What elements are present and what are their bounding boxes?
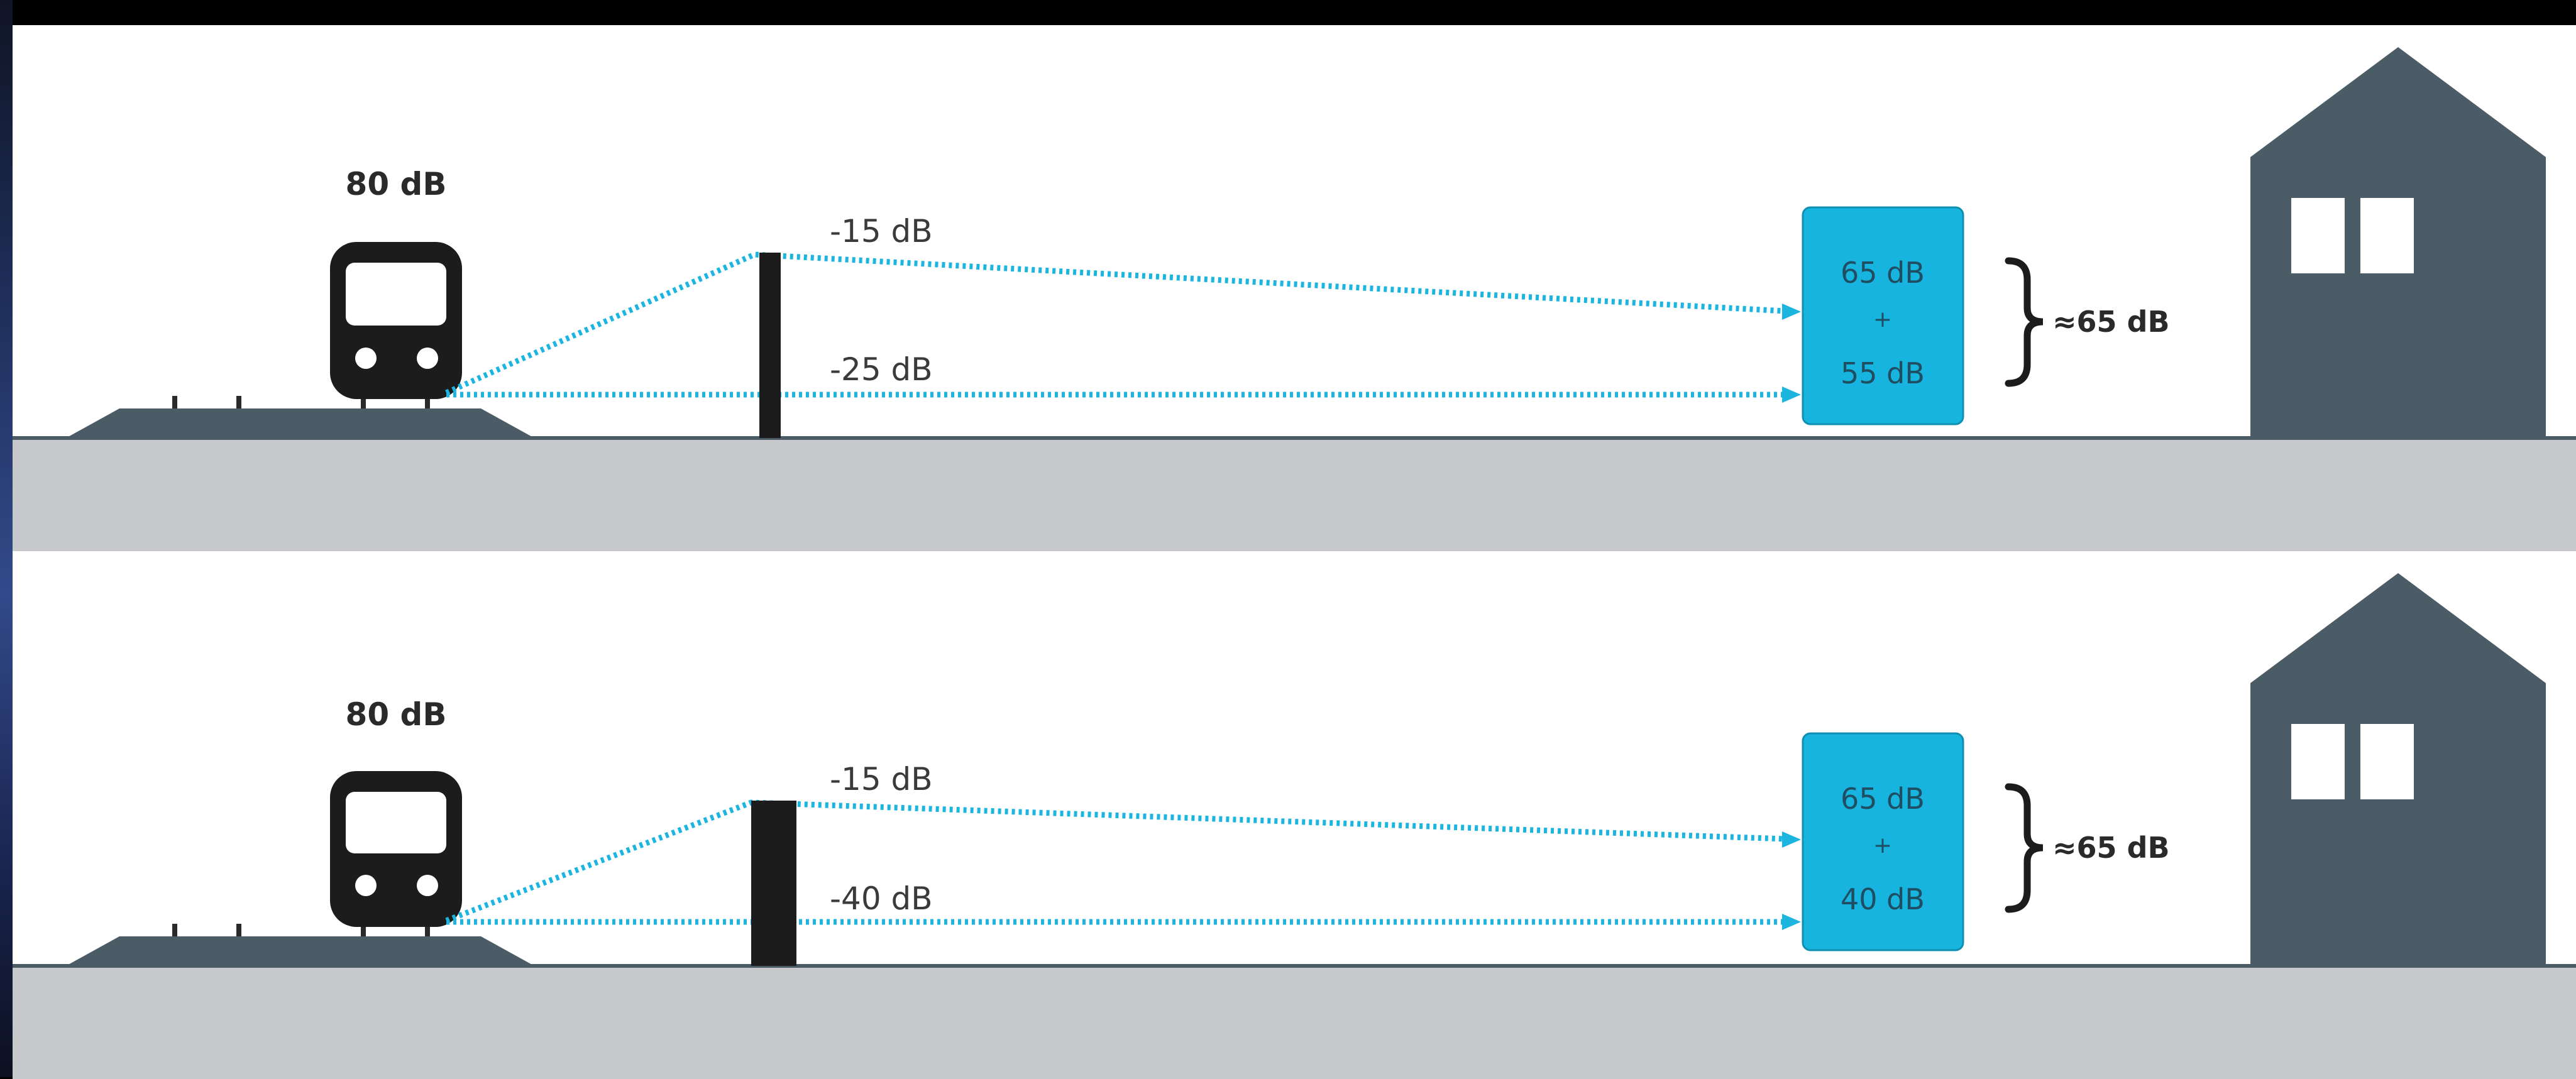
bottom-path-label: -25 dB [830, 351, 933, 388]
receiver-bottom-label: 55 dB [1841, 356, 1925, 390]
diagram-canvas: 80 dB -15 dB -25 dB 65 dB + 55 dB ≈65 dB [13, 25, 2576, 553]
ground [13, 438, 2576, 553]
panel-barrier-thin: 80 dB -15 dB -25 dB 65 dB + 55 dB ≈65 dB [13, 25, 2576, 553]
receiver-box [1802, 732, 1964, 951]
rail-marker [236, 396, 241, 408]
source-level-label: 80 dB [346, 696, 447, 733]
receiver-top-label: 65 dB [1841, 256, 1925, 290]
window-edge [0, 0, 13, 1077]
ray-arrowhead [1782, 831, 1801, 848]
rail-marker [236, 924, 241, 936]
ray-arrowhead [1782, 304, 1801, 320]
receiver-plus-label: + [1873, 307, 1892, 332]
rail-marker [172, 396, 177, 408]
rail-marker [172, 924, 177, 936]
barrier-wall [759, 253, 781, 438]
barrier-wall [751, 801, 796, 966]
rail-marker [425, 396, 430, 408]
receiver-bottom-label: 40 dB [1841, 882, 1925, 916]
track-embankment [66, 408, 534, 438]
rail-marker [425, 924, 430, 936]
source-level-label: 80 dB [346, 166, 447, 202]
ray-arrowhead [1782, 386, 1801, 403]
house-icon [2250, 573, 2546, 966]
result-label: ≈65 dB [2052, 831, 2170, 865]
rail-marker [361, 924, 366, 936]
train-icon [330, 242, 462, 399]
top-path-label: -15 dB [830, 213, 933, 249]
brace-icon [2005, 257, 2044, 387]
bottom-path-label: -40 dB [830, 880, 933, 917]
ray-arrowhead [1782, 914, 1801, 930]
rail-marker [361, 396, 366, 408]
train-icon [330, 771, 462, 927]
diffracted-ray [445, 251, 1786, 396]
ground [13, 966, 2576, 1079]
result-label: ≈65 dB [2052, 305, 2170, 339]
receiver-top-label: 65 dB [1841, 782, 1925, 816]
diagram-canvas: 80 dB -15 dB -40 dB 65 dB + 40 dB ≈65 dB [13, 551, 2576, 1079]
house-icon [2250, 47, 2546, 438]
brace-icon [2005, 783, 2044, 913]
top-path-label: -15 dB [830, 761, 933, 797]
receiver-plus-label: + [1873, 833, 1892, 858]
track-embankment [66, 936, 534, 966]
panel-barrier-thick: 80 dB -15 dB -40 dB 65 dB + 40 dB ≈65 dB [13, 551, 2576, 1079]
receiver-box [1802, 206, 1964, 425]
